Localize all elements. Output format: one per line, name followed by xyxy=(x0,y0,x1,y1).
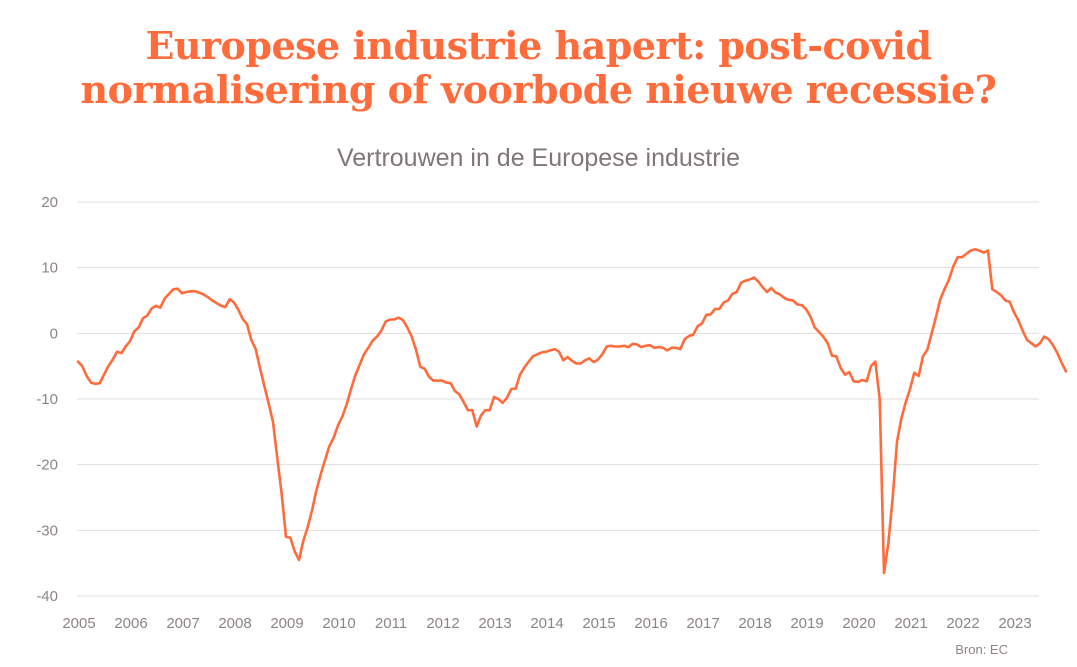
chart-title: Vertrouwen in de Europese industrie xyxy=(336,144,741,172)
y-tick-label: -40 xyxy=(36,588,58,605)
x-tick-label: 2005 xyxy=(62,615,95,632)
gridlines xyxy=(77,201,1039,597)
x-tick-label: 2023 xyxy=(998,615,1031,632)
x-tick-label: 2009 xyxy=(270,615,303,632)
x-tick-label: 2022 xyxy=(946,615,979,632)
source-note: Bron: EC xyxy=(955,642,1008,657)
x-tick-label: 2016 xyxy=(634,615,667,632)
x-tick-label: 2019 xyxy=(790,615,823,632)
x-tick-label: 2007 xyxy=(166,615,199,632)
x-tick-label: 2012 xyxy=(426,615,459,632)
x-tick-label: 2008 xyxy=(218,615,251,632)
x-tick-label: 2017 xyxy=(686,615,719,632)
x-tick-label: 2013 xyxy=(478,615,511,632)
y-tick-label: 20 xyxy=(41,194,58,211)
y-axis-ticks: 20 10 0 -10 -20 -30 -40 xyxy=(36,194,58,605)
y-tick-label: 0 xyxy=(50,325,58,342)
x-tick-label: 2014 xyxy=(530,615,563,632)
x-tick-label: 2010 xyxy=(322,615,355,632)
x-tick-label: 2015 xyxy=(582,615,615,632)
y-tick-label: -10 xyxy=(36,391,58,408)
title-line-1: Europese industrie hapert: post-covid xyxy=(145,23,932,68)
title-line-2: normalisering of voorbode nieuwe recessi… xyxy=(80,67,997,112)
x-tick-label: 2018 xyxy=(738,615,771,632)
x-axis-ticks: 2005 2006 2007 2008 2009 2010 2011 2012 2013 2014… xyxy=(62,615,1031,632)
x-tick-label: 2011 xyxy=(375,615,407,632)
series-group xyxy=(76,248,1068,575)
x-tick-label: 2021 xyxy=(894,615,927,632)
x-tick-label: 2020 xyxy=(842,615,875,632)
x-tick-label: 2006 xyxy=(114,615,147,632)
page-title: Europese industrie hapert: post-covid no… xyxy=(0,24,1077,112)
y-tick-label: 10 xyxy=(41,260,58,277)
y-tick-label: -20 xyxy=(36,457,58,474)
y-tick-label: -30 xyxy=(36,522,58,539)
series-line xyxy=(76,248,1068,575)
